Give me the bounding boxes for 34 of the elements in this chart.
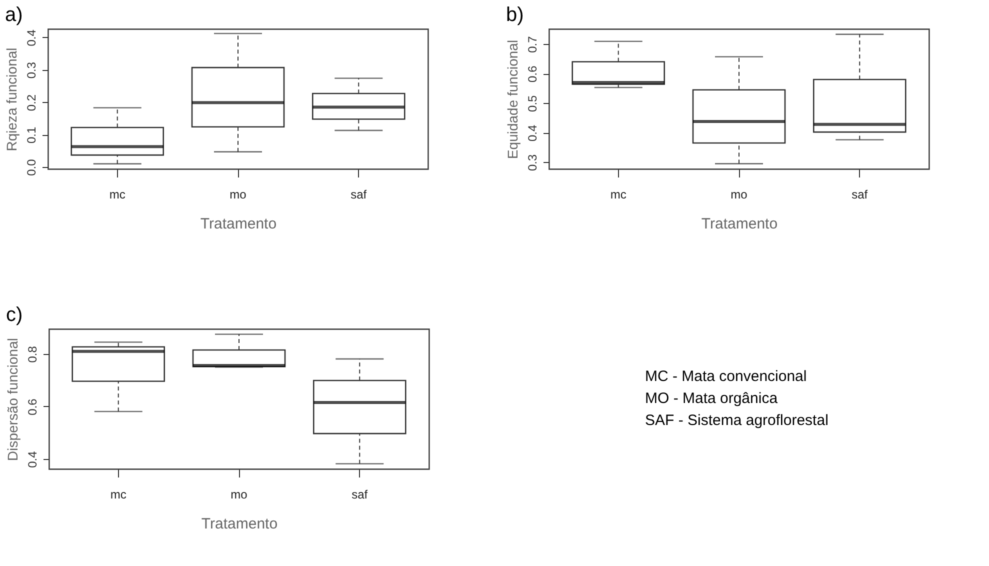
x-tick-label: mo bbox=[730, 188, 748, 202]
x-tick-label: saf bbox=[352, 488, 368, 502]
x-tick-label: saf bbox=[350, 188, 368, 202]
y-axis-title: Dispersão funcional bbox=[4, 338, 20, 461]
x-axis-title: Tratamento bbox=[201, 516, 278, 532]
y-tick-label: 0.3 bbox=[526, 154, 540, 172]
y-tick-label: 0.6 bbox=[26, 398, 40, 416]
x-tick-label: mc bbox=[109, 188, 126, 202]
x-axis-title: Tratamento bbox=[701, 216, 778, 232]
y-axis-title: Equidade funcional bbox=[504, 40, 520, 160]
text: MO - Mata orgânica bbox=[645, 390, 778, 407]
x-tick-label: mc bbox=[610, 188, 626, 202]
y-tick-label: 0.5 bbox=[526, 94, 540, 112]
chart-title: c) bbox=[6, 304, 23, 326]
x-axis-title: Tratamento bbox=[200, 216, 277, 232]
x-tick-label: mo bbox=[230, 188, 247, 202]
x-tick-label: mo bbox=[230, 488, 248, 502]
y-tick-label: 0.6 bbox=[526, 65, 540, 82]
y-tick-label: 0.3 bbox=[24, 62, 38, 79]
chart-title: a) bbox=[5, 4, 23, 26]
y-tick-label: 0.8 bbox=[26, 346, 40, 363]
y-tick-label: 0.7 bbox=[526, 36, 540, 53]
y-tick-label: 0.1 bbox=[24, 126, 38, 144]
x-tick-label: saf bbox=[852, 188, 868, 202]
text: MC - Mata convencional bbox=[645, 368, 807, 385]
y-tick-label: 0.2 bbox=[24, 94, 38, 112]
chart-title: b) bbox=[506, 4, 524, 26]
y-tick-label: 0.4 bbox=[26, 450, 40, 468]
text: SAF - Sistema agroflorestal bbox=[645, 412, 828, 429]
y-tick-label: 0.4 bbox=[526, 124, 540, 142]
y-axis-title: Rqieza funcional bbox=[4, 48, 20, 152]
y-tick-label: 0.4 bbox=[24, 29, 38, 46]
x-tick-label: mc bbox=[110, 488, 126, 502]
y-tick-label: 0.0 bbox=[24, 158, 38, 176]
